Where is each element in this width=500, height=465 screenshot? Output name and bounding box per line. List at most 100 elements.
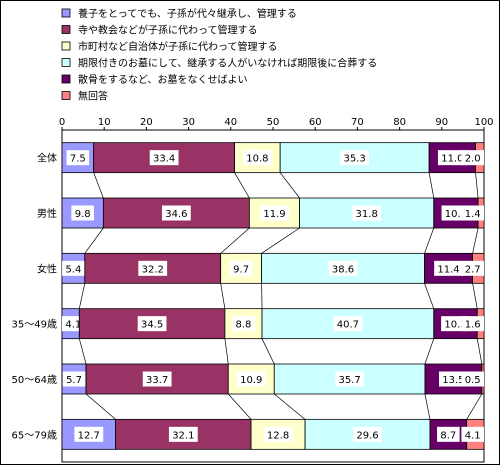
- data-label-0-2: 10.8: [246, 154, 268, 165]
- connector-line-1-4: [472, 227, 479, 254]
- category-label-4: 50～64歳: [12, 374, 57, 386]
- x-tick-label-0: 0: [59, 117, 65, 128]
- data-label-5-2: 12.8: [267, 430, 289, 441]
- data-label-2-0: 5.4: [65, 264, 81, 275]
- data-label-bg-0-4: [437, 150, 467, 166]
- data-label-1-0: 9.8: [75, 209, 91, 220]
- x-tick-label-9: 90: [435, 117, 448, 128]
- bar-segment-4-3: [273, 363, 426, 395]
- data-label-bg-4-3: [335, 371, 364, 387]
- data-label-bg-3-5: [461, 316, 484, 332]
- data-label-5-5: 4.1: [465, 430, 481, 441]
- data-label-bg-5-5: [461, 426, 484, 442]
- x-tick-label-7: 70: [351, 117, 364, 128]
- legend-label-1: 寺や教会などが子孫に代わって管理する: [78, 24, 258, 37]
- data-label-bg-2-5: [461, 260, 484, 276]
- connector-line-4-0: [85, 393, 116, 420]
- x-tick-label-3: 30: [182, 117, 195, 128]
- connector-line-3-2: [261, 338, 275, 365]
- data-label-bg-4-5: [461, 371, 484, 387]
- data-label-bg-1-5: [461, 205, 484, 221]
- data-label-bg-0-5: [461, 150, 484, 166]
- data-label-bg-2-3: [328, 260, 358, 276]
- data-label-bg-0-3: [340, 150, 370, 166]
- legend-label-2: 市町村など自治体が子孫に代わって管理する: [78, 40, 278, 53]
- data-label-3-5: 1.6: [465, 320, 481, 331]
- legend-swatch-5: [61, 91, 71, 100]
- data-label-0-3: 35.3: [344, 154, 366, 165]
- data-label-3-3: 40.7: [337, 320, 359, 331]
- data-label-1-4: 10.5: [445, 209, 467, 220]
- data-label-bg-5-3: [353, 426, 382, 442]
- data-label-5-4: 8.7: [440, 430, 456, 441]
- data-label-2-4: 11.4: [437, 264, 459, 275]
- data-label-bg-4-0: [62, 371, 86, 387]
- data-label-0-4: 11.0: [441, 154, 463, 165]
- legend-swatch-4: [61, 74, 71, 84]
- legend-swatch-2: [61, 41, 71, 51]
- x-tick-label-5: 50: [267, 117, 280, 128]
- legend-label-0: 養子をとってでも、子孫が代々継承し、管理する: [78, 7, 297, 20]
- connector-line-0-0: [93, 172, 104, 199]
- data-label-3-1: 34.5: [141, 320, 163, 331]
- connector-line-1-0: [84, 227, 104, 254]
- connector-line-2-4: [472, 283, 478, 309]
- data-label-bg-5-2: [263, 426, 293, 442]
- data-label-bg-3-3: [333, 316, 363, 332]
- data-label-bg-1-3: [352, 205, 382, 221]
- connector-line-4-1: [228, 393, 252, 420]
- data-label-1-2: 11.9: [263, 209, 285, 220]
- connector-line-0-1: [234, 172, 250, 199]
- data-label-bg-3-2: [232, 316, 255, 332]
- data-label-bg-5-4: [437, 426, 460, 442]
- connector-line-2-0: [78, 283, 86, 309]
- data-label-0-0: 7.5: [70, 154, 86, 165]
- data-label-bg-0-0: [66, 150, 90, 166]
- category-label-3: 35～49歳: [12, 319, 57, 331]
- data-label-4-0: 5.7: [66, 375, 82, 386]
- data-label-bg-1-2: [260, 205, 289, 221]
- connector-line-3-4: [476, 338, 483, 365]
- x-tick-label-2: 20: [140, 117, 153, 128]
- data-label-2-3: 38.6: [332, 264, 354, 275]
- data-label-bg-2-0: [62, 260, 85, 276]
- data-label-bg-4-2: [236, 371, 266, 387]
- data-label-bg-2-2: [229, 260, 253, 276]
- connector-line-3-1: [224, 338, 229, 365]
- connector-line-3-0: [78, 338, 87, 365]
- data-label-bg-0-2: [242, 150, 272, 166]
- data-label-bg-1-0: [71, 205, 94, 221]
- data-label-bg-5-0: [74, 426, 104, 442]
- connector-line-3-3: [424, 338, 435, 365]
- data-label-2-1: 32.2: [142, 264, 164, 275]
- x-tick-label-4: 40: [224, 117, 237, 128]
- legend-swatch-3: [61, 58, 71, 67]
- data-label-bg-4-4: [439, 371, 468, 387]
- data-label-bg-3-1: [137, 316, 167, 332]
- data-label-4-3: 35.7: [338, 375, 360, 386]
- data-label-5-3: 29.6: [356, 430, 378, 441]
- data-label-2-2: 9.7: [233, 264, 249, 275]
- connector-line-2-3: [424, 283, 435, 309]
- connector-line-2-1: [220, 283, 226, 309]
- x-tick-label-6: 60: [309, 117, 322, 128]
- data-label-bg-5-1: [168, 426, 198, 442]
- category-label-0: 全体: [37, 152, 57, 165]
- connector-line-0-3: [428, 172, 435, 199]
- connector-line-4-2: [274, 393, 306, 420]
- category-label-5: 65～79歳: [12, 429, 57, 441]
- data-label-bg-1-1: [161, 205, 191, 221]
- data-label-1-1: 34.6: [165, 209, 187, 220]
- data-label-5-1: 32.1: [172, 430, 194, 441]
- data-label-4-1: 33.7: [146, 375, 168, 386]
- data-label-4-5: 0.5: [465, 375, 481, 386]
- x-tick-label-10: 100: [474, 117, 493, 128]
- connector-line-4-3: [424, 393, 431, 420]
- x-tick-label-8: 80: [393, 117, 406, 128]
- data-label-bg-2-4: [434, 260, 463, 276]
- legend-swatch-0: [61, 8, 71, 18]
- connector-line-0-2: [279, 172, 300, 199]
- x-tick-label-1: 10: [98, 117, 111, 128]
- data-label-3-2: 8.8: [236, 320, 252, 331]
